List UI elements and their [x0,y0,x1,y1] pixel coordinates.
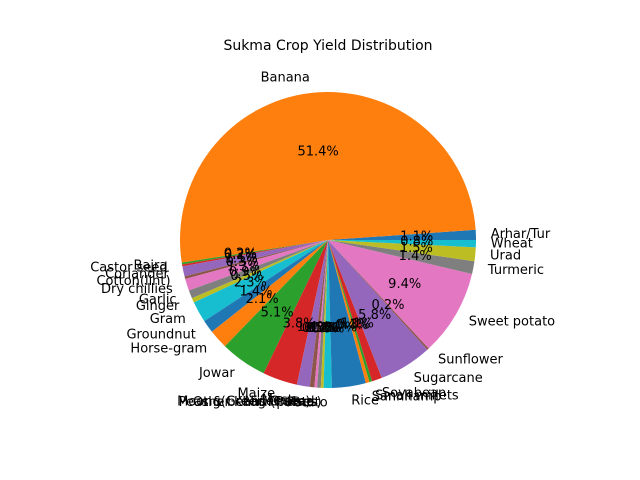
slice-label-jowar: Jowar [198,366,235,381]
slice-label-banana: Banana [261,71,310,86]
slice-percent-other-kharif-pulses: 0.4% [306,321,339,336]
slice-percent-sannhamp: 0.4% [335,318,368,333]
pie-slice-bajra [181,240,328,265]
pie-slice-horse-gram [211,240,328,347]
pie-slice-rice [328,240,366,388]
slice-label-sannhamp: Sannhamp [372,389,442,404]
pie-slice-niger-seed [314,240,328,388]
slice-percent-niger-seed: 0.3% [304,321,337,336]
slice-label-bajra: Bajra [133,258,167,273]
slice-label-sunflower: Sunflower [438,353,504,368]
slice-percent-soyabean: 1.1% [341,316,374,331]
slice-percent-groundnut: 1.4% [239,284,272,299]
slice-label-moong-green-gram: Moong(Green Gram) [177,394,310,409]
slice-label-mesta: Mesta [262,393,301,408]
slice-percent-jowar: 5.1% [261,305,294,320]
slice-label-other-kharif-pulses: Other Kharif pulses [193,395,318,410]
slice-label-groundnut: Groundnut [126,328,195,343]
slice-percent-gram: 2.3% [234,276,267,291]
slice-percent-ginger: 0.5% [230,269,263,284]
pie-slice-garlic [188,240,328,299]
slice-percent-turmeric: 1.4% [399,249,432,264]
slice-label-niger-seed: Niger seed [244,395,314,410]
slice-label-rice: Rice [351,394,379,409]
pie-slice-sugarcane [328,240,428,378]
slice-label-arhar-tur: Arhar/Tur [491,227,551,242]
pie-slice-sannhamp [328,240,370,384]
slice-percent-wheat: 0.8% [400,235,433,250]
slice-percent-urad: 1.5% [400,241,433,256]
slice-label-ginger: Ginger [136,299,180,314]
slice-percent-cotton-lint: 0.3% [226,255,259,270]
pie-slice-coriander [182,240,328,277]
slice-label-garlic: Garlic [139,292,177,307]
pie-slice-cotton-lint [184,240,328,280]
slice-label-soyabean: Soyabean [382,386,446,401]
pie-slice-urad [328,240,476,262]
slice-label-sweet-potato: Sweet potato [469,314,555,329]
slice-percent-small-millets: 0.3% [337,318,370,333]
slice-label-cotton-lint: Cotton(lint) [96,274,170,289]
slice-label-gram: Gram [150,312,186,327]
slice-label-castor-seed: Castor seed [90,261,167,276]
pie-slice-turmeric [328,240,475,275]
slice-percent-garlic: 0.9% [229,265,262,280]
slice-percent-sugarcane: 5.8% [358,308,391,323]
pie-slice-gram [193,240,328,322]
slice-percent-banana: 51.4% [297,144,338,159]
pie-slice-jowar [224,240,328,374]
slice-percent-mesta: 1.4% [297,320,330,335]
slice-label-small-millets: Small millets [375,388,459,403]
slice-percent-potato: 0.9% [311,321,344,336]
pie-slice-soyabean [328,240,382,382]
slice-label-maize: Maize [237,387,275,402]
pie-slice-maize [263,240,328,385]
pie-slices [180,91,477,388]
slice-label-wheat: Wheat [491,237,533,252]
slice-label-sugarcane: Sugarcane [414,371,483,386]
pie-slice-wheat [328,240,476,248]
slice-percent-horse-gram: 2.1% [246,292,279,307]
slice-label-urad: Urad [490,248,521,263]
pie-slice-potato [323,240,332,388]
slice-percent-maize: 3.8% [283,317,316,332]
slice-percent-moong-green-gram: 0.5% [302,321,335,336]
slice-percent-arhar-tur: 1.1% [400,229,433,244]
slice-percent-castor-seed: 0.2% [224,248,257,263]
slice-label-potato: Potato [286,395,327,410]
slice-label-coriander: Coriander [105,267,169,282]
pie-slice-groundnut [204,240,328,332]
slice-label-turmeric: Turmeric [487,263,544,278]
pie-slice-peas-beans-pulses [320,240,328,388]
pie-slice-mesta [296,240,328,387]
pie-slice-castor-seed [182,240,328,267]
slice-percent-labels: 1.1%51.4%0.2%0.2%1.1%0.3%1.3%0.9%0.5%2.3… [224,144,434,336]
pie-slice-dry-chillies [185,240,328,291]
chart-title: Sukma Crop Yield Distribution [223,38,432,54]
slice-label-dry-chillies: Dry chillies [101,282,173,297]
pie-slice-sweet-potato [328,240,473,349]
slice-label-horse-gram: Horse-gram [130,342,207,357]
pie-slice-banana [180,91,476,263]
pie-slice-ginger [191,240,328,303]
slice-percent-sunflower: 0.2% [371,298,404,313]
pie-slice-small-millets [328,240,373,383]
pie-slice-sunflower [328,240,429,350]
slice-percent-peas-beans-pulses: 0.3% [308,321,341,336]
slice-percent-rice: 3.7% [324,320,357,335]
slice-percent-dry-chillies: 1.3% [227,259,260,274]
slice-label-peas-beans-pulses: Peas & beans (Pulses) [179,395,322,410]
slice-percent-bajra: 0.2% [224,247,257,262]
slice-percent-coriander: 1.1% [225,251,258,266]
pie-slice-arhar-tur [328,229,477,240]
pie-slice-other-kharif-pulses [317,240,328,388]
slice-percent-sweet-potato: 9.4% [388,277,421,292]
pie-slice-moong-green-gram [309,240,328,388]
